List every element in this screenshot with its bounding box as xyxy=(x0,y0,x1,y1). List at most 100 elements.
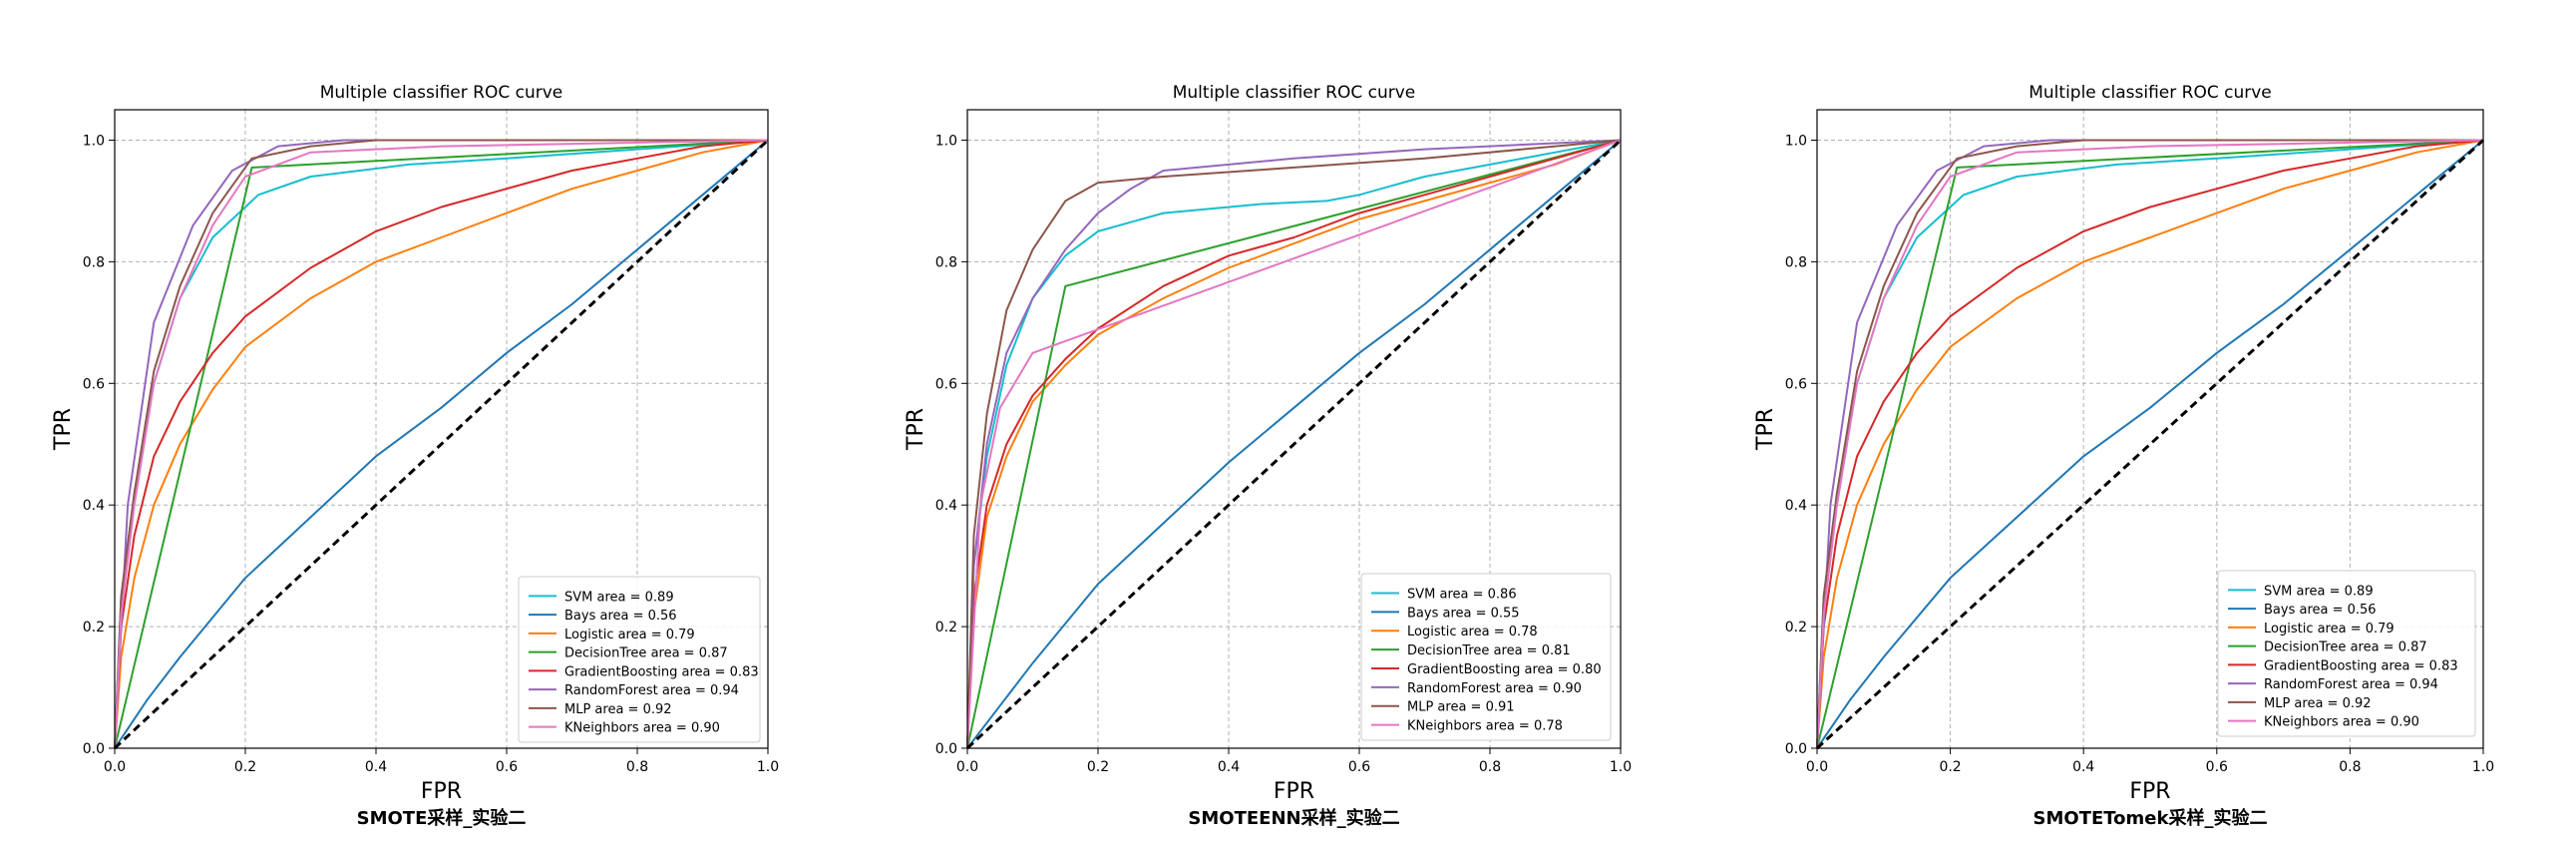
legend-label: KNeighbors area = 0.78 xyxy=(1407,719,1563,734)
y-tick-label: 0.6 xyxy=(1785,376,1807,392)
x-tick-label: 0.6 xyxy=(496,759,518,775)
legend-label: DecisionTree area = 0.81 xyxy=(1407,643,1571,658)
legend-label: SVM area = 0.89 xyxy=(2264,584,2374,599)
x-tick-label: 0.4 xyxy=(1218,759,1240,775)
legend-box xyxy=(1360,573,1612,741)
x-tick-label: 0.2 xyxy=(1087,759,1109,775)
x-tick-label: 1.0 xyxy=(2472,759,2494,775)
legend-label: GradientBoosting area = 0.83 xyxy=(564,664,759,679)
roc-curve-line xyxy=(966,139,1622,749)
y-tick-label: 0.8 xyxy=(935,254,957,270)
roc-panel-smoteenn: Multiple classifier ROC curve FPR TPR SM… xyxy=(904,83,1632,829)
chart-title: Multiple classifier ROC curve xyxy=(320,83,563,103)
legend-label: Logistic area = 0.79 xyxy=(564,628,695,642)
y-tick-label: 0.4 xyxy=(1785,498,1807,514)
y-tick-label: 1.0 xyxy=(1785,133,1807,149)
legend-label: KNeighbors area = 0.90 xyxy=(564,721,720,736)
x-tick-label: 0.2 xyxy=(1939,759,1961,775)
chance-diagonal-line xyxy=(965,139,1623,750)
roc-curve-line xyxy=(966,139,1622,749)
roc-curve-line xyxy=(114,139,769,749)
roc-curve-line xyxy=(1816,139,2483,749)
roc-curve-line xyxy=(114,139,769,749)
legend-label: MLP area = 0.91 xyxy=(1407,700,1515,715)
series-group xyxy=(965,139,1623,750)
legend-label: Bays area = 0.56 xyxy=(564,609,677,624)
x-tick-label: 0.8 xyxy=(626,759,648,775)
roc-curve-line xyxy=(114,139,769,749)
roc-curve-line xyxy=(1816,139,2484,749)
y-tick-label: 0.0 xyxy=(1785,741,1807,757)
roc-curve-line xyxy=(966,139,1622,749)
y-tick-label: 1.0 xyxy=(935,133,957,149)
roc-curve-line xyxy=(966,139,1622,749)
roc-curve-line xyxy=(966,139,1622,749)
legend-label: GradientBoosting area = 0.80 xyxy=(1407,662,1602,677)
y-tick-label: 0.6 xyxy=(935,376,957,392)
axes-frame xyxy=(114,109,769,749)
legend: SVM area = 0.89 Bays area = 0.56 Logistic … xyxy=(518,576,761,743)
roc-curve-line xyxy=(966,139,1622,749)
axes-frame xyxy=(966,109,1622,749)
x-tick-label: 0.4 xyxy=(365,759,387,775)
roc-curve-line xyxy=(1816,139,2484,749)
roc-curve-line xyxy=(114,139,768,749)
legend-label: Bays area = 0.56 xyxy=(2264,603,2377,618)
figure-caption: SMOTETomek采样_实验二 xyxy=(2033,807,2268,829)
x-tick-label: 1.0 xyxy=(757,759,779,775)
figure-caption: SMOTEENN采样_实验二 xyxy=(1188,807,1399,829)
roc-curve-line xyxy=(114,139,769,749)
legend-label: MLP area = 0.92 xyxy=(2264,696,2372,711)
roc-curve-line xyxy=(1816,139,2483,749)
chance-diagonal-line xyxy=(1815,139,2485,750)
x-tick-label: 0.6 xyxy=(1348,759,1370,775)
y-tick-label: 0.0 xyxy=(935,741,957,757)
legend-label: Logistic area = 0.79 xyxy=(2264,622,2394,636)
y-tick-label: 0.2 xyxy=(83,620,105,636)
chart-title: Multiple classifier ROC curve xyxy=(1173,83,1416,103)
axes-frame xyxy=(1816,109,2484,749)
y-axis-label: TPR xyxy=(904,408,928,451)
legend-label: DecisionTree area = 0.87 xyxy=(2264,640,2427,655)
roc-curve-line xyxy=(1816,139,2484,749)
y-tick-label: 0.8 xyxy=(83,254,105,270)
y-tick-label: 0.2 xyxy=(1785,620,1807,636)
roc-panel-smote: Multiple classifier ROC curve FPR TPR SM… xyxy=(51,83,779,829)
x-tick-label: 0.0 xyxy=(956,759,978,775)
legend-label: Logistic area = 0.78 xyxy=(1407,625,1538,639)
roc-curve-line xyxy=(1816,139,2484,749)
legend-label: MLP area = 0.92 xyxy=(564,702,672,717)
x-tick-label: 0.0 xyxy=(1806,759,1828,775)
x-tick-label: 1.0 xyxy=(1610,759,1632,775)
x-tick-label: 0.0 xyxy=(104,759,126,775)
x-tick-label: 0.2 xyxy=(234,759,256,775)
legend-box xyxy=(2217,570,2476,737)
legend-label: RandomForest area = 0.94 xyxy=(564,683,739,698)
figure-caption: SMOTE采样_实验二 xyxy=(357,807,527,829)
roc-curve-line xyxy=(114,139,768,749)
y-tick-label: 0.8 xyxy=(1785,254,1807,270)
legend-label: SVM area = 0.89 xyxy=(564,590,674,605)
legend: SVM area = 0.89 Bays area = 0.56 Logistic … xyxy=(2217,570,2476,737)
legend-label: KNeighbors area = 0.90 xyxy=(2264,715,2419,730)
x-tick-label: 0.6 xyxy=(2206,759,2228,775)
roc-curve-line xyxy=(1816,139,2484,749)
roc-curve-line xyxy=(966,139,1622,749)
x-tick-label: 0.8 xyxy=(1479,759,1501,775)
y-axis-label: TPR xyxy=(1753,408,1778,451)
roc-curve-line xyxy=(966,139,1622,749)
x-axis-label: FPR xyxy=(421,779,462,804)
legend-label: SVM area = 0.86 xyxy=(1407,587,1517,602)
y-tick-label: 0.0 xyxy=(83,741,105,757)
y-tick-label: 1.0 xyxy=(83,133,105,149)
legend-label: RandomForest area = 0.94 xyxy=(2264,677,2438,692)
legend-label: GradientBoosting area = 0.83 xyxy=(2264,658,2458,673)
legend-box xyxy=(518,576,761,743)
y-tick-label: 0.2 xyxy=(935,620,957,636)
chance-diagonal-line xyxy=(113,139,770,750)
y-axis-label: TPR xyxy=(51,408,76,451)
legend: SVM area = 0.86 Bays area = 0.55 Logistic … xyxy=(1360,573,1612,741)
x-axis-label: FPR xyxy=(1274,779,1314,804)
